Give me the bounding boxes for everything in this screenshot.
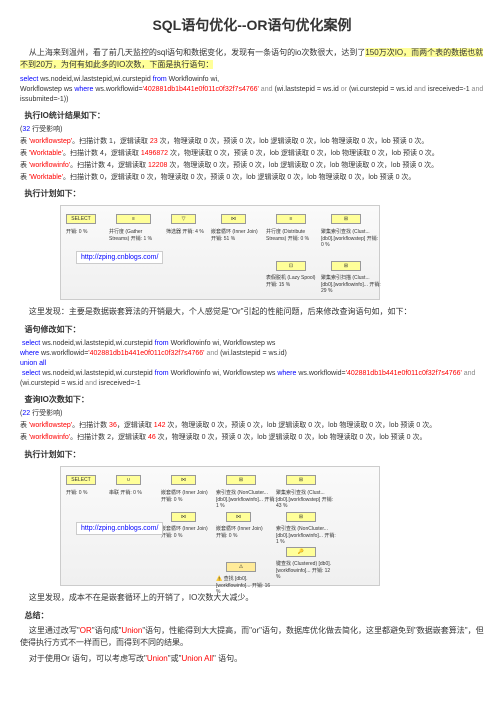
summary-1: 这里通过改写"OR"语句成"Union"语句，性能得到大大提高，而"or"语句，… [20, 625, 484, 649]
section-modified-sql: 语句修改如下： [20, 324, 484, 335]
section-exec-plan-2: 执行计划如下： [20, 449, 484, 460]
url-watermark-2: http://zping.cnblogs.com/ [76, 522, 163, 535]
summary-2: 对于使用Or 语句，可以考虑写改"Union"或"Union All" 语句。 [20, 653, 484, 665]
section-exec-plan-1: 执行计划如下： [20, 188, 484, 199]
section-io-stats: 执行IO统计结果如下： [20, 110, 484, 121]
page-title: SQL语句优化--OR语句优化案例 [20, 15, 484, 35]
stat-row-5: 表 'workflowstep'。扫描计数 36，逻辑读取 142 次，物理读取… [20, 421, 484, 431]
stat-row-3: 表 'workflowinfo'。扫描计数 4，逻辑读取 12208 次，物理读… [20, 161, 484, 171]
sql-block-2: select ws.nodeid,wi.laststepid,wi.curste… [20, 339, 484, 388]
note-1: 这里发现：主要是数据嵌套算法的开销最大，个人感觉是"Or"引起的性能问题，后来修… [20, 306, 484, 318]
intro-paragraph: 从上海来到温州，看了前几天监控的sql语句和数据变化，发现有一条语句的io次数很… [20, 47, 484, 71]
rows-affected-2: (22 行受影响) [20, 409, 484, 419]
stat-row-1: 表 'workflowstep'。扫描计数 1，逻辑读取 23 次，物理读取 0… [20, 137, 484, 147]
execution-plan-1: SELECT 开销: 0 % ≡ 并行度 (Gather Streams) 开销… [60, 205, 380, 300]
stat-row-6: 表 'workflowinfo'。扫描计数 2，逻辑读取 46 次，物理读取 0… [20, 433, 484, 443]
sql-block-1: select ws.nodeid,wi.laststepid,wi.curste… [20, 75, 484, 104]
section-summary: 总结： [20, 610, 484, 621]
stat-row-2: 表 'Worktable'。扫描计数 4，逻辑读取 1496872 次，物理读取… [20, 149, 484, 159]
section-io-stats-2: 查询IO次数如下： [20, 394, 484, 405]
execution-plan-2: SELECT 开销: 0 % ∪ 串联 开销: 0 % ⋈ 嵌套循环 (Inne… [60, 466, 380, 586]
rows-affected-1: (32 行受影响) [20, 125, 484, 135]
stat-row-4: 表 'Worktable'。扫描计数 0，逻辑读取 0 次，物理读取 0 次，预… [20, 173, 484, 183]
url-watermark: http://zping.cnblogs.com/ [76, 251, 163, 264]
